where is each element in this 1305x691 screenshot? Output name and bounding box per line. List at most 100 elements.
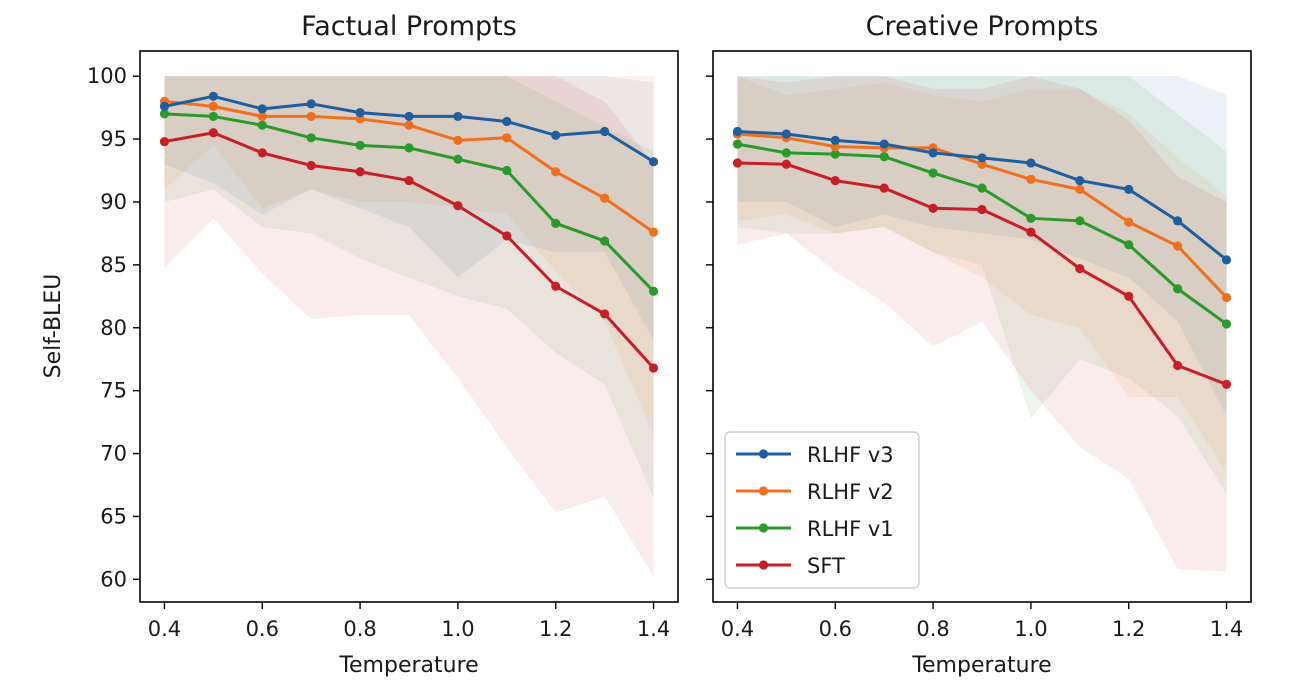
point-rlhf-v3 (600, 126, 610, 137)
series-points (159, 91, 659, 373)
series-points (732, 126, 1232, 389)
point-sft (453, 201, 463, 211)
point-rlhf-v3 (1173, 216, 1183, 226)
x-tick-label: 1.0 (1014, 617, 1047, 641)
point-sft (306, 160, 316, 171)
band-rlhf-v2 (737, 76, 1227, 473)
band-rlhf-v3 (737, 76, 1227, 416)
x-tick-label: 1.2 (1112, 617, 1145, 641)
band-rlhf-v3 (164, 76, 654, 341)
point-rlhf-v1 (1124, 240, 1134, 250)
point-sft (928, 203, 938, 213)
point-rlhf-v2 (306, 111, 316, 122)
band-rlhf-v1 (737, 76, 1227, 494)
point-rlhf-v3 (208, 91, 218, 101)
point-rlhf-v3 (355, 108, 365, 118)
point-rlhf-v3 (879, 139, 889, 149)
point-rlhf-v2 (1124, 217, 1134, 227)
point-rlhf-v2 (600, 193, 610, 203)
legend-swatch-marker (758, 523, 769, 533)
x-tick-label: 0.4 (721, 617, 754, 641)
x-axis-ticks: 0.4 0.6 0.8 1.0 1.2 1.4 (148, 602, 670, 641)
y-tick-label: 80 (100, 316, 127, 340)
point-rlhf-v1 (830, 149, 840, 159)
point-rlhf-v1 (257, 120, 267, 130)
legend: RLHF v3 RLHF v2 RLHF v1 SFT (724, 431, 920, 589)
y-axis-label: Self-BLEU (41, 274, 66, 379)
point-rlhf-v3 (1221, 255, 1232, 265)
point-sft (1124, 291, 1134, 301)
point-rlhf-v3 (1124, 184, 1134, 194)
point-rlhf-v2 (404, 120, 414, 130)
point-rlhf-v1 (879, 152, 889, 162)
point-sft (355, 167, 365, 177)
point-rlhf-v3 (1075, 175, 1085, 186)
legend-swatch-marker (758, 449, 769, 459)
x-tick-label: 0.8 (916, 617, 949, 641)
point-rlhf-v1 (159, 109, 170, 119)
point-sft (1173, 360, 1183, 371)
legend-label: RLHF v1 (807, 517, 894, 541)
band-rlhf-v2 (164, 76, 654, 435)
y-tick-label: 60 (100, 567, 127, 591)
point-rlhf-v2 (551, 167, 561, 177)
panel-title: Factual Prompts (301, 11, 517, 42)
point-sft (781, 159, 791, 169)
point-rlhf-v3 (732, 126, 743, 137)
x-tick-label: 0.6 (819, 617, 852, 641)
plot-frame (712, 50, 1252, 603)
point-rlhf-v1 (404, 143, 414, 153)
x-tick-label: 1.2 (539, 617, 572, 641)
point-rlhf-v2 (1173, 241, 1183, 251)
point-rlhf-v2 (355, 114, 365, 124)
point-rlhf-v3 (453, 111, 463, 122)
y-axis-ticks: 60 65 70 75 80 85 90 95 100 (87, 64, 140, 591)
point-rlhf-v3 (404, 111, 414, 122)
x-tick-label: 1.4 (1210, 617, 1243, 641)
point-sft (977, 204, 987, 215)
point-rlhf-v3 (257, 104, 267, 114)
y-tick-label: 70 (100, 442, 127, 466)
x-axis-label: Temperature (911, 653, 1051, 678)
confidence-bands (164, 76, 654, 577)
x-tick-label: 0.8 (343, 617, 376, 641)
point-rlhf-v2 (1026, 174, 1036, 184)
point-sft (551, 281, 561, 291)
point-rlhf-v2 (830, 142, 840, 152)
point-rlhf-v1 (648, 286, 659, 296)
y-tick-label: 75 (100, 379, 127, 403)
point-rlhf-v1 (977, 183, 987, 193)
point-sft (732, 158, 743, 168)
band-rlhf-v1 (164, 76, 654, 498)
point-rlhf-v1 (1173, 284, 1183, 294)
y-tick-label: 95 (100, 127, 127, 151)
point-rlhf-v1 (1026, 213, 1036, 223)
point-rlhf-v1 (732, 139, 743, 149)
x-tick-label: 0.6 (246, 617, 279, 641)
point-rlhf-v2 (257, 111, 267, 122)
point-rlhf-v3 (306, 99, 316, 109)
point-sft (1075, 264, 1085, 274)
x-tick-label: 1.0 (441, 617, 474, 641)
point-sft (257, 148, 267, 158)
point-sft (648, 363, 659, 373)
band-sft (737, 76, 1227, 572)
point-rlhf-v1 (600, 236, 610, 246)
x-axis-label: Temperature (338, 653, 478, 678)
y-tick-label: 85 (100, 253, 127, 277)
y-tick-label: 90 (100, 190, 127, 214)
point-rlhf-v3 (977, 153, 987, 163)
point-rlhf-v3 (648, 157, 659, 167)
legend-item-rlhf-v3: RLHF v3 (736, 443, 894, 467)
x-tick-label: 0.4 (148, 617, 181, 641)
band-sft (164, 76, 654, 577)
x-tick-label: 1.4 (637, 617, 670, 641)
legend-item-sft: SFT (736, 554, 845, 578)
point-sft (208, 128, 218, 138)
point-rlhf-v3 (781, 129, 791, 139)
legend-swatch-marker (758, 560, 769, 570)
legend-label: SFT (807, 554, 845, 578)
point-rlhf-v1 (551, 218, 561, 228)
point-rlhf-v1 (1221, 319, 1232, 329)
